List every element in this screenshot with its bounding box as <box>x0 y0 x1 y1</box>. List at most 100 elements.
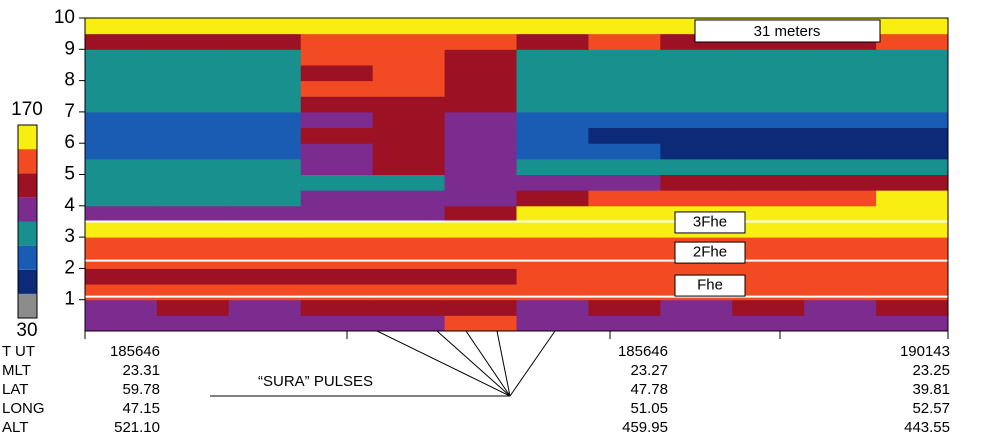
heatmap-cell <box>660 143 733 160</box>
colorbar-swatch <box>18 269 37 294</box>
heatmap <box>85 18 949 332</box>
heatmap-cell <box>876 111 949 129</box>
row-label: MLT <box>2 362 31 379</box>
heatmap-cell <box>156 284 230 301</box>
heatmap-cell <box>444 158 517 175</box>
heatmap-cell <box>660 190 733 207</box>
heatmap-cell <box>588 221 661 238</box>
heatmap-cell <box>85 158 158 175</box>
heatmap-cell <box>444 64 517 82</box>
heatmap-cell <box>85 299 158 316</box>
row-label: ALT <box>2 419 28 436</box>
heatmap-cell <box>588 315 661 332</box>
heatmap-cell <box>516 80 589 97</box>
heatmap-cell <box>804 221 877 238</box>
heatmap-cell <box>876 315 949 332</box>
heatmap-cell <box>228 190 302 207</box>
heatmap-cell <box>732 64 805 82</box>
cell-value: 185646 <box>110 343 160 360</box>
heatmap-cell <box>85 111 158 129</box>
heatmap-cell <box>228 174 302 191</box>
heatmap-cell <box>876 64 949 82</box>
colorbar: 170 30 <box>11 99 43 341</box>
annotation: 31 meters <box>754 23 821 40</box>
heatmap-cell <box>300 96 374 113</box>
heatmap-cell <box>732 299 805 316</box>
heatmap-cell <box>156 64 230 82</box>
heatmap-cell <box>444 80 517 97</box>
heatmap-cell <box>660 64 733 82</box>
y-tick-label: 6 <box>64 132 75 153</box>
heatmap-cell <box>300 205 374 222</box>
heatmap-cell <box>516 96 589 113</box>
heatmap-cell <box>444 33 517 50</box>
heatmap-cell <box>804 315 877 332</box>
heatmap-cell <box>588 127 661 144</box>
heatmap-cell <box>732 268 805 285</box>
heatmap-cell <box>300 221 374 238</box>
heatmap-cell <box>85 143 158 160</box>
heatmap-cell <box>516 111 589 129</box>
heatmap-cell <box>732 158 805 175</box>
heatmap-cell <box>516 315 589 332</box>
heatmap-cell <box>588 49 661 66</box>
harmonic-label: 2Fhe <box>693 244 727 261</box>
heatmap-cell <box>516 268 589 285</box>
cell-value: 443.55 <box>904 419 950 436</box>
heatmap-cell <box>804 80 877 97</box>
heatmap-cell <box>804 111 877 129</box>
heatmap-cell <box>444 143 517 160</box>
heatmap-cell <box>85 315 158 332</box>
heatmap-cell <box>156 205 230 222</box>
heatmap-cell <box>372 190 446 207</box>
heatmap-cell <box>300 268 374 285</box>
cell-value: 521.10 <box>114 419 160 436</box>
heatmap-cell <box>372 174 446 191</box>
heatmap-cell <box>85 237 158 254</box>
heatmap-cell <box>444 299 517 316</box>
heatmap-cell <box>300 174 374 191</box>
heatmap-cell <box>444 205 517 222</box>
heatmap-cell <box>732 80 805 97</box>
heatmap-cell <box>588 237 661 254</box>
pointer-line <box>509 330 556 397</box>
heatmap-cell <box>876 80 949 97</box>
heatmap-cell <box>588 64 661 82</box>
heatmap-cell <box>732 49 805 66</box>
heatmap-cell <box>156 143 230 160</box>
heatmap-cell <box>156 237 230 254</box>
heatmap-cell <box>228 268 302 285</box>
heatmap-cell <box>516 18 589 35</box>
heatmap-cell <box>372 18 446 35</box>
pointer-line <box>496 330 511 397</box>
pointer-line <box>436 330 511 397</box>
heatmap-cell <box>156 127 230 144</box>
colorbar-swatch <box>18 125 37 150</box>
harmonic-label: Fhe <box>697 277 723 294</box>
overlay: Fhe 2Fhe 3Fhe <box>85 211 948 298</box>
heatmap-cell <box>876 205 949 222</box>
heatmap-cell <box>804 299 877 316</box>
heatmap-cell <box>156 174 230 191</box>
heatmap-cell <box>876 49 949 66</box>
heatmap-cell <box>516 158 589 175</box>
heatmap-cell <box>588 299 661 316</box>
heatmap-cell <box>588 143 661 160</box>
cell-value: 459.95 <box>622 419 668 436</box>
heatmap-cell <box>444 127 517 144</box>
heatmap-cell <box>876 96 949 113</box>
heatmap-cell <box>85 33 158 50</box>
heatmap-cell <box>300 33 374 50</box>
heatmap-cell <box>516 284 589 301</box>
heatmap-cell <box>732 143 805 160</box>
heatmap-cell <box>228 284 302 301</box>
heatmap-cell <box>516 190 589 207</box>
heatmap-cell <box>372 96 446 113</box>
heatmap-cell <box>372 49 446 66</box>
colorbar-min-label: 30 <box>16 320 37 341</box>
heatmap-cell <box>516 237 589 254</box>
heatmap-cell <box>516 143 589 160</box>
y-tick-label: 2 <box>64 257 75 278</box>
cell-value: 52.57 <box>912 400 950 417</box>
harmonic-label: 3Fhe <box>693 213 727 230</box>
